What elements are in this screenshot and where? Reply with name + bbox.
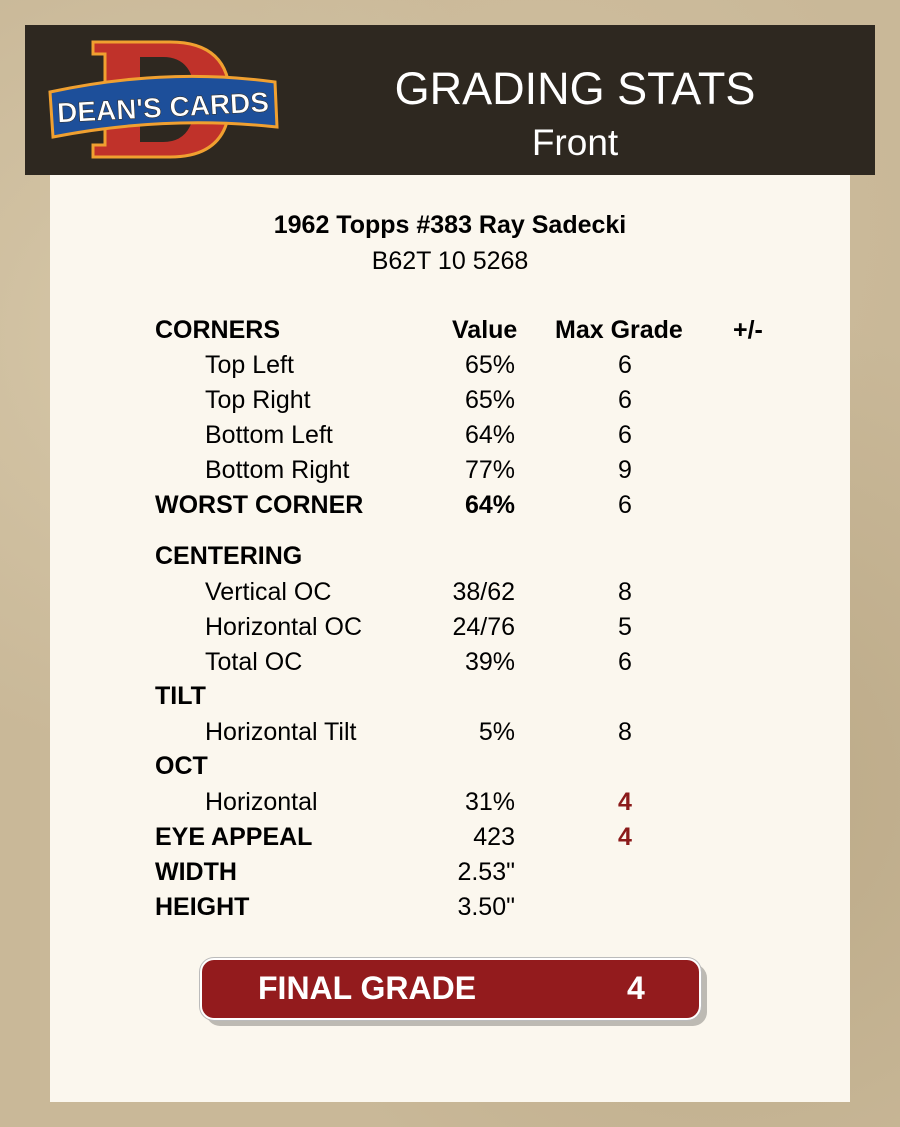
column-header-row: Value Max Grade +/- bbox=[50, 316, 850, 348]
stat-max-grade: 6 bbox=[618, 386, 632, 414]
stat-label: WORST CORNER bbox=[155, 491, 364, 519]
stat-value: 65% bbox=[464, 351, 515, 379]
card-title: 1962 Topps #383 Ray Sadecki bbox=[273, 211, 627, 239]
stat-row: WIDTH 2.53" bbox=[50, 858, 850, 890]
stat-label: WIDTH bbox=[155, 858, 237, 886]
stat-row: Horizontal OC 24/76 5 bbox=[50, 613, 850, 645]
stat-max-grade: 8 bbox=[618, 718, 632, 746]
stat-value: 38/62 bbox=[452, 578, 515, 606]
stat-row: Horizontal 31% 4 bbox=[50, 788, 850, 820]
final-grade-label: FINAL GRADE bbox=[258, 970, 477, 1006]
stat-value: 39% bbox=[464, 648, 515, 676]
final-grade-banner: FINAL GRADE 4 bbox=[199, 957, 702, 1021]
stat-label: Top Left bbox=[205, 351, 294, 379]
stat-max-grade: 5 bbox=[618, 613, 632, 641]
stat-row: Bottom Left 64% 6 bbox=[50, 421, 850, 453]
stat-value: 77% bbox=[464, 456, 515, 484]
stat-value: 64% bbox=[464, 421, 515, 449]
stat-value: 5% bbox=[478, 718, 515, 746]
stat-max-grade: 6 bbox=[618, 351, 632, 379]
stat-max-grade: 8 bbox=[618, 578, 632, 606]
stat-value: 423 bbox=[473, 823, 515, 851]
stat-label: Horizontal bbox=[205, 788, 318, 816]
stat-value: 2.53" bbox=[457, 858, 515, 886]
stat-row: CORNERS bbox=[50, 316, 850, 348]
grading-card: 1962 Topps #383 Ray Sadecki B62T 10 5268… bbox=[50, 175, 850, 1102]
stat-label: CENTERING bbox=[155, 542, 303, 570]
column-header-value: Value bbox=[452, 316, 518, 344]
stat-max-grade: 4 bbox=[618, 823, 632, 851]
stat-value: 24/76 bbox=[452, 613, 515, 641]
column-header-max-grade: Max Grade bbox=[555, 316, 683, 344]
deans-cards-logo: DEAN'S CARDS bbox=[48, 40, 279, 159]
stat-row: Top Left 65% 6 bbox=[50, 351, 850, 383]
stat-row: Top Right 65% 6 bbox=[50, 386, 850, 418]
stat-max-grade: 6 bbox=[618, 648, 632, 676]
stat-label: Horizontal OC bbox=[205, 613, 362, 641]
stat-row: Bottom Right 77% 9 bbox=[50, 456, 850, 488]
stat-label: Bottom Right bbox=[205, 456, 350, 484]
stat-label: CORNERS bbox=[155, 316, 281, 344]
stat-value: 64% bbox=[464, 491, 515, 519]
final-grade-value: 4 bbox=[627, 970, 645, 1006]
stat-label: Horizontal Tilt bbox=[205, 718, 357, 746]
stat-row: OCT bbox=[50, 752, 850, 784]
page-title: GRADING STATS bbox=[394, 63, 756, 114]
stat-max-grade: 4 bbox=[618, 788, 632, 816]
stat-row: Horizontal Tilt 5% 8 bbox=[50, 718, 850, 750]
stat-value: 3.50" bbox=[457, 893, 515, 921]
header-bar: DEAN'S CARDS GRADING STATS Front bbox=[25, 25, 875, 175]
stat-label: Vertical OC bbox=[205, 578, 332, 606]
stat-label: Bottom Left bbox=[205, 421, 333, 449]
stat-row: EYE APPEAL 423 4 bbox=[50, 823, 850, 855]
stat-max-grade: 6 bbox=[618, 421, 632, 449]
stat-row: CENTERING bbox=[50, 542, 850, 574]
stat-value: 31% bbox=[464, 788, 515, 816]
stat-label: EYE APPEAL bbox=[155, 823, 313, 851]
stat-row: Vertical OC 38/62 8 bbox=[50, 578, 850, 610]
stat-label: TILT bbox=[155, 682, 206, 710]
stat-label: Top Right bbox=[205, 386, 311, 414]
stat-row: Total OC 39% 6 bbox=[50, 648, 850, 680]
stat-max-grade: 9 bbox=[618, 456, 632, 484]
stat-value: 65% bbox=[464, 386, 515, 414]
page-subtitle: Front bbox=[531, 122, 619, 163]
stat-row: HEIGHT 3.50" bbox=[50, 893, 850, 925]
stat-label: HEIGHT bbox=[155, 893, 250, 921]
stat-row: TILT bbox=[50, 682, 850, 714]
stat-label: OCT bbox=[155, 752, 208, 780]
stat-row: WORST CORNER 64% 6 bbox=[50, 491, 850, 523]
card-code: B62T 10 5268 bbox=[371, 247, 529, 275]
column-header-plus-minus: +/- bbox=[733, 316, 763, 344]
stat-max-grade: 6 bbox=[618, 491, 632, 519]
stat-label: Total OC bbox=[205, 648, 303, 676]
